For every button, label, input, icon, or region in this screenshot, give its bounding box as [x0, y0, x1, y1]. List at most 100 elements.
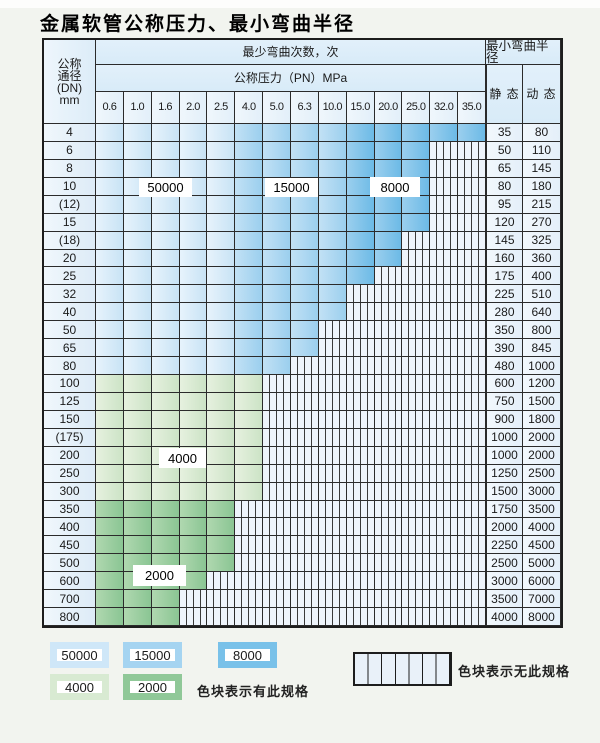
spec-available-cell [96, 177, 124, 196]
dn-cell: (12) [44, 195, 96, 214]
spec-available-cell [151, 428, 180, 447]
pressure-tick: 1.6 [151, 92, 180, 124]
spec-available-cell [179, 285, 208, 304]
spec-available-cell [96, 231, 124, 250]
spec-available-cell [179, 375, 208, 393]
spec-unavailable-cell [458, 159, 486, 178]
spec-unavailable-cell [263, 392, 291, 411]
spec-unavailable-cell [430, 428, 459, 447]
spec-available-cell [263, 213, 291, 232]
spec-available-cell [151, 590, 180, 609]
spec-available-cell [151, 303, 180, 322]
dn-header-line: mm [59, 92, 80, 107]
spec-available-cell [123, 249, 152, 268]
spec-unavailable-cell [291, 375, 319, 393]
spec-available-cell [318, 249, 347, 268]
dn-header-line: 公称 [57, 56, 82, 71]
spec-available-cell [207, 231, 236, 250]
spec-unavailable-cell [291, 572, 319, 591]
spec-unavailable-cell [458, 267, 486, 286]
spec-unavailable-cell [430, 339, 459, 358]
dn-cell: 8 [44, 159, 96, 178]
spec-available-cell [96, 608, 124, 626]
spec-unavailable-cell [458, 536, 486, 555]
static-radius-cell: 350 [486, 321, 523, 340]
spec-available-cell [235, 195, 264, 214]
spec-unavailable-cell [318, 428, 347, 447]
spec-available-cell [179, 213, 208, 232]
spec-unavailable-cell [430, 195, 459, 214]
pressure-tick: 1.0 [123, 92, 152, 124]
spec-available-cell [207, 321, 236, 340]
spec-available-cell [207, 124, 236, 142]
spec-unavailable-cell [430, 446, 459, 465]
spec-unavailable-cell [374, 410, 403, 429]
spec-available-cell [96, 213, 124, 232]
dynamic-radius-cell: 640 [523, 303, 561, 322]
spec-available-cell [179, 500, 208, 519]
spec-unavailable-cell [318, 357, 347, 375]
spec-available-cell [207, 267, 236, 286]
spec-available-cell [346, 124, 375, 142]
spec-available-cell [96, 554, 124, 573]
spec-unavailable-cell [374, 446, 403, 465]
spec-available-cell [123, 124, 152, 142]
spec-unavailable-cell [430, 285, 459, 304]
spec-available-cell [207, 428, 236, 447]
static-radius-cell: 1500 [486, 482, 523, 501]
static-radius-cell: 280 [486, 303, 523, 322]
spec-available-cell [207, 339, 236, 358]
spec-available-cell [96, 285, 124, 304]
spec-available-cell [235, 267, 264, 286]
spec-available-cell [179, 536, 208, 555]
spec-available-cell [96, 375, 124, 393]
spec-available-cell [318, 267, 347, 286]
cycle-count-label: 50000 [139, 178, 192, 197]
spec-unavailable-cell [374, 482, 403, 501]
spec-available-cell [207, 141, 236, 160]
spec-unavailable-cell [291, 482, 319, 501]
spec-unavailable-cell [346, 590, 375, 609]
spec-unavailable-cell [458, 321, 486, 340]
spec-unavailable-cell [346, 518, 375, 537]
spec-unavailable-cell [402, 321, 431, 340]
spec-available-cell [402, 195, 431, 214]
spec-available-cell [123, 357, 152, 375]
dynamic-radius-cell: 1000 [523, 357, 561, 375]
spec-available-cell [235, 285, 264, 304]
pressure-tick: 2.0 [179, 92, 208, 124]
spec-available-cell [374, 213, 403, 232]
spec-unavailable-cell [346, 321, 375, 340]
spec-available-cell [151, 195, 180, 214]
spec-unavailable-cell [458, 500, 486, 519]
dynamic-radius-cell: 6000 [523, 572, 561, 591]
spec-available-cell [151, 375, 180, 393]
legend-swatch-2000: 2000 [123, 674, 182, 700]
spec-available-cell [179, 464, 208, 483]
dynamic-radius-cell: 1200 [523, 375, 561, 393]
spec-available-cell [179, 124, 208, 142]
spec-available-cell [263, 195, 291, 214]
spec-available-cell [318, 177, 347, 196]
spec-unavailable-cell [235, 500, 264, 519]
spec-available-cell [96, 428, 124, 447]
spec-unavailable-cell [430, 231, 459, 250]
static-radius-cell: 160 [486, 249, 523, 268]
spec-unavailable-cell [374, 536, 403, 555]
spec-unavailable-cell [291, 464, 319, 483]
spec-available-cell [207, 303, 236, 322]
dynamic-radius-cell: 400 [523, 267, 561, 286]
legend-swatch-15000: 15000 [123, 642, 182, 668]
spec-unavailable-cell [402, 446, 431, 465]
spec-available-cell [374, 231, 403, 250]
spec-unavailable-cell [346, 428, 375, 447]
spec-unavailable-cell [318, 518, 347, 537]
spec-available-cell [291, 213, 319, 232]
dn-cell: 100 [44, 375, 96, 393]
spec-available-cell [123, 428, 152, 447]
spec-available-cell [123, 339, 152, 358]
spec-available-cell [151, 464, 180, 483]
spec-unavailable-cell [402, 554, 431, 573]
spec-unavailable-cell [402, 500, 431, 519]
